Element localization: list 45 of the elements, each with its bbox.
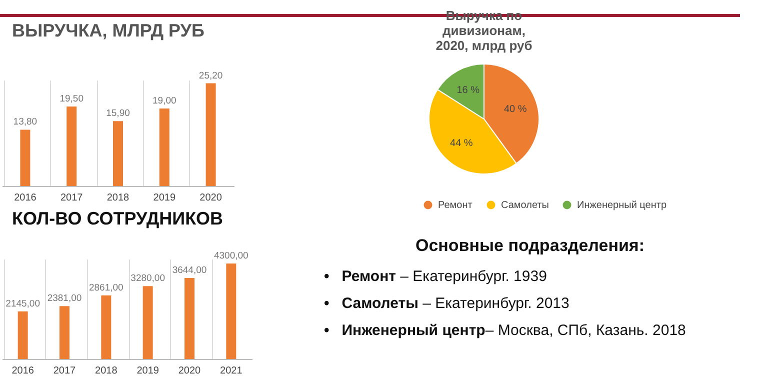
x-tick-label: 2020 <box>178 366 202 376</box>
data-label: 4300,00 <box>214 250 248 262</box>
bar <box>113 121 123 186</box>
data-label: 2861,00 <box>88 282 124 294</box>
x-tick-label: 2019 <box>136 366 160 376</box>
bar <box>101 295 112 359</box>
bar <box>66 106 77 186</box>
text: • Инженерный центр– Москва, СПб, Казань. 2018 <box>324 322 687 339</box>
data-label: 3280,00 <box>130 273 166 284</box>
chart-title: КОЛ-ВО СОТРУДНИКОВ <box>12 208 224 228</box>
bar <box>60 306 70 359</box>
data-label: 44 % <box>450 138 473 150</box>
data-label: 16 % <box>456 85 480 96</box>
x-tick-label: 2018 <box>106 192 130 204</box>
legend-label: Самолеты <box>501 200 549 211</box>
bar <box>184 278 194 359</box>
bar <box>18 311 28 359</box>
x-tick-label: 2016 <box>14 192 37 204</box>
bar <box>226 263 236 359</box>
data-label: 19,50 <box>60 94 84 104</box>
data-label: 2381,00 <box>47 293 82 304</box>
bar <box>20 130 30 186</box>
data-label: 15,90 <box>106 108 130 120</box>
data-label: 3644,00 <box>172 265 207 276</box>
chart-title: ВЫРУЧКА, МЛРД РУБ <box>12 20 205 40</box>
data-label: 13,80 <box>13 116 38 128</box>
bar <box>206 83 216 186</box>
x-tick-label: 2021 <box>220 366 243 376</box>
data-label: 25,20 <box>198 70 223 82</box>
x-tick-label: 2018 <box>95 366 118 376</box>
x-tick-label: 2016 <box>12 366 34 376</box>
text: • Самолеты – Екатеринбург. 2013 <box>324 295 570 312</box>
legend-label: Инженерный центр <box>577 200 667 211</box>
x-tick-label: 2020 <box>200 192 222 204</box>
bar <box>142 286 153 359</box>
x-tick-label: 2017 <box>53 366 76 376</box>
legend-label: Ремонт <box>438 200 473 211</box>
text: • Ремонт – Екатеринбург. 1939 <box>324 268 548 285</box>
data-label: 2145,00 <box>6 298 40 310</box>
bar <box>159 108 170 186</box>
data-label: 19,00 <box>152 96 176 107</box>
x-tick-label: 2017 <box>60 192 84 204</box>
x-tick-label: 2019 <box>153 192 176 204</box>
data-label: 40 % <box>504 104 527 115</box>
text: Основные подразделения: <box>414 236 646 256</box>
